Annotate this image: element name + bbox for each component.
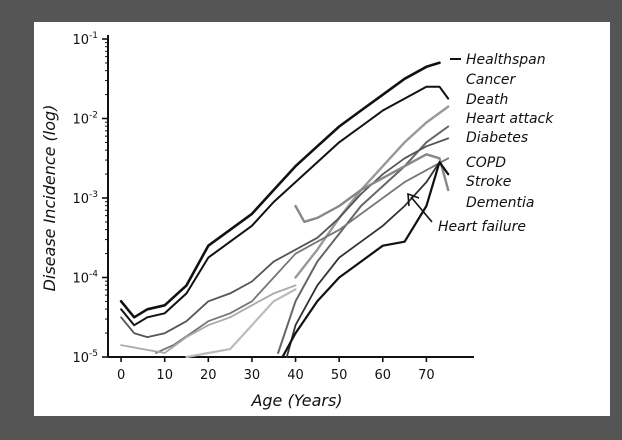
series-label-diabetes: Diabetes xyxy=(466,130,528,146)
x-tick-label: 60 xyxy=(374,368,391,383)
series-line-stroke xyxy=(155,157,450,354)
series-label-heart-failure: Heart failure xyxy=(438,219,526,235)
x-tick-label: 0 xyxy=(117,368,125,383)
heart-failure-arrow xyxy=(410,196,433,223)
x-tick-label: 50 xyxy=(331,368,348,383)
series-label-cancer: Cancer xyxy=(466,72,517,88)
series-label-healthspan: Healthspan xyxy=(466,52,546,68)
y-tick-label: 10-3 xyxy=(72,190,98,207)
x-tick-label: 70 xyxy=(418,368,435,383)
series-line-dementia xyxy=(285,161,441,358)
x-tick-label: 20 xyxy=(200,368,217,383)
series-line-unlabeled xyxy=(120,284,297,354)
x-tick-label: 30 xyxy=(244,368,261,383)
series-line-healthspan xyxy=(119,61,441,319)
series-label-stroke: Stroke xyxy=(466,174,511,190)
series-label-death: Death xyxy=(466,92,508,108)
y-axis-title: Disease Incidence (log) xyxy=(40,105,59,292)
series-line-diabetes xyxy=(120,137,450,339)
y-tick-label: 10-5 xyxy=(72,349,98,366)
series-line-death xyxy=(294,105,450,279)
y-tick-label: 10-2 xyxy=(72,111,98,128)
series-line-heart-failure xyxy=(281,161,450,359)
figure-frame xyxy=(34,22,610,416)
series-layer xyxy=(119,61,450,359)
series-label-heart-attack: Heart attack xyxy=(466,111,554,127)
y-tick-label: 10-1 xyxy=(72,31,98,48)
x-tick-label: 10 xyxy=(156,368,173,383)
series-label-copd: COPD xyxy=(466,155,506,171)
axes: 10-1 10-2 10-3 10-4 10-5 0 10 20 30 40 50 60 70 xyxy=(72,31,474,383)
x-axis-title: Age (Years) xyxy=(250,391,342,410)
series-label-dementia: Dementia xyxy=(466,195,534,211)
series-line-unlabeled xyxy=(185,288,297,359)
y-tick-label: 10-4 xyxy=(72,270,98,287)
series-labels: Healthspan Cancer Death Heart attack Diabete… xyxy=(407,52,554,235)
series-line-copd xyxy=(294,153,450,224)
series-line-cancer xyxy=(120,85,450,327)
x-tick-label: 40 xyxy=(287,368,304,383)
heart-failure-arrowhead xyxy=(407,192,420,207)
